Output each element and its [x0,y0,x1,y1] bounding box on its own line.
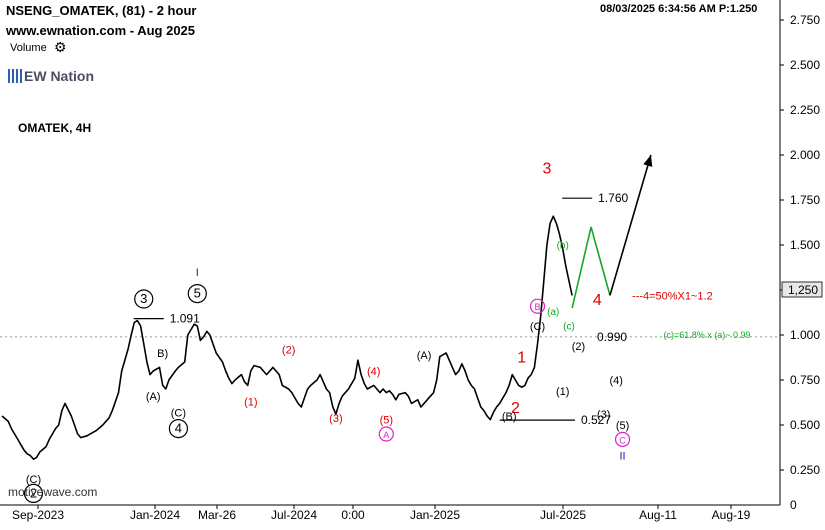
gear-icon[interactable]: ⚙ [54,39,67,55]
wave-circle [187,284,207,304]
wave-label: 4 [175,421,182,436]
wave-label: A [383,430,389,440]
wave-label: (4) [610,375,623,387]
volume-label[interactable]: Volume [10,42,47,54]
price-level-label: 1.760 [598,191,628,205]
x-tick-label: Jan-2024 [130,508,180,522]
wave-label: (C) [530,321,545,333]
y-tick-label: 0.250 [790,463,820,477]
wave-circle [378,426,394,442]
wave-label: (1) [556,386,569,398]
wave-label: (c) [563,322,575,333]
logo-text: EW Nation [24,68,94,84]
x-tick-label: Mar-26 [198,508,236,522]
site-subtitle: www.ewnation.com - Aug 2025 [6,23,196,38]
wave-label: (5) [380,415,393,427]
wave-label: 4 [593,292,602,309]
price-level-label: 0.990 [597,330,627,344]
wave-label: B) [157,348,168,360]
projection-arrow-head [643,155,653,167]
last-price-label: 1,250 [788,283,818,297]
y-tick-label: 0.750 [790,373,820,387]
wave-label: (A) [146,391,161,403]
wave-label: B [534,302,540,312]
wave-label: 3 [140,291,147,306]
x-tick-label: Aug-19 [712,508,751,522]
wave-label: C [619,435,626,445]
wave-label: 3 [542,160,551,177]
wave-label: 5 [194,286,201,301]
wave-label: (3) [597,409,610,421]
y-tick-label: 0 [790,498,797,512]
watermark: motivewave.com [8,485,98,499]
x-tick-label: Sep-2023 [12,508,64,522]
last-price-box [781,281,823,298]
price-series-line [1,215,573,460]
wave-circle [134,289,154,309]
wave-label: ---4=50%X1~1.2 [632,290,713,302]
x-tick-label: Jan-2025 [410,508,460,522]
wave-label: (c)=61.8% x (a)~ 0.99 [664,330,751,340]
y-tick-label: 2.000 [790,148,820,162]
x-tick-label: Jul-2024 [271,508,317,522]
wave-label: II [619,451,625,463]
wave-label: (4) [367,366,380,378]
wave-label: I [196,267,199,279]
wave-label: (A) [417,350,432,362]
projection-green-path [571,226,611,309]
y-tick-label: 1.500 [790,238,820,252]
wave-label: (2) [572,341,585,353]
wave-label: (3) [329,413,342,425]
x-tick-label: 0:00 [341,508,365,522]
price-level-label: 0.527 [581,413,611,427]
wave-label: (2) [282,344,295,356]
y-tick-label: 1.750 [790,193,820,207]
wave-label: (1) [244,397,257,409]
wave-label: 2 [30,485,37,500]
wave-circle [529,298,546,314]
wave-label: (C) [171,407,186,419]
price-level-label: 1.091 [170,312,200,326]
wave-label: 1 [517,349,526,366]
projection-arrow-line [609,154,652,296]
wave-label: (a) [547,307,559,318]
wave-circle [23,483,44,503]
y-tick-label: 1.000 [790,328,820,342]
wave-label: (B) [502,411,517,423]
datetime-price-readout: 08/03/2025 6:34:56 AM P:1.250 [600,3,758,15]
y-tick-label: 2.750 [790,13,820,27]
wave-label: (C) [26,474,41,486]
wave-circle [614,431,631,447]
y-tick-label: 0.500 [790,418,820,432]
y-tick-label: 2.500 [790,58,820,72]
symbol-title: NSENG_OMATEK, (81) - 2 hour [6,3,197,18]
wave-circle [168,419,188,439]
ew-logo-icon: EW Nation [8,68,94,84]
wave-label: 2 [511,400,520,417]
x-tick-label: Jul-2025 [540,508,586,522]
wave-label: (b) [557,241,569,252]
wave-label: (5) [616,420,629,432]
x-tick-label: Aug-11 [639,508,677,522]
y-tick-label: 2.250 [790,103,820,117]
ticker-label: OMATEK, 4H [18,121,92,135]
